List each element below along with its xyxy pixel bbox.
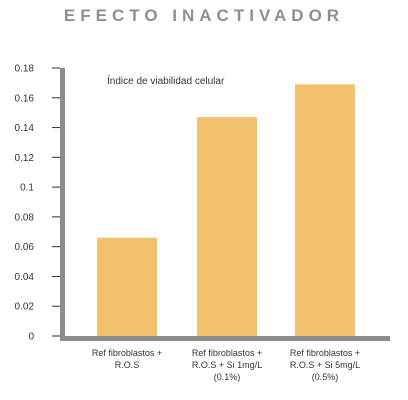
bar xyxy=(97,237,157,336)
y-tick-label: 0.06 xyxy=(15,242,35,253)
y-tick-label: 0.02 xyxy=(15,302,35,313)
axes xyxy=(60,68,390,341)
y-tick-label: 0.16 xyxy=(15,93,35,104)
y-tick-label: 0.18 xyxy=(15,64,35,75)
y-tick-label: 0.1 xyxy=(20,183,34,194)
y-tick-label: 0.08 xyxy=(15,212,35,223)
y-axis-line xyxy=(60,68,65,340)
y-tick-label: 0.04 xyxy=(15,272,35,283)
chart-annotation: Índice de viabilidad celular xyxy=(107,74,225,87)
x-labels: Ref fibroblastos + R.O.S Ref fibroblastos … xyxy=(92,348,360,382)
y-tick-label: 0.12 xyxy=(15,153,35,164)
bars xyxy=(97,84,355,336)
y-tick-label: 0 xyxy=(28,332,34,343)
y-ticks: 0 0.02 0.04 0.06 0.08 0.1 0.12 0.14 0.16 0.18 xyxy=(15,64,60,343)
y-tick-label: 0.14 xyxy=(15,123,35,134)
chart-title: EFECTO INACTIVADOR xyxy=(63,6,345,25)
bar xyxy=(295,84,355,336)
x-category-label: Ref fibroblastos + R.O.S + Si 1mg/L (0.1%) xyxy=(192,348,262,382)
x-axis-line xyxy=(60,336,390,341)
x-category-label: Ref fibroblastos + R.O.S xyxy=(92,348,162,370)
bar xyxy=(197,117,257,336)
x-category-label: Ref fibroblastos + R.O.S + Si 5mg/L (0.5%) xyxy=(290,348,360,382)
